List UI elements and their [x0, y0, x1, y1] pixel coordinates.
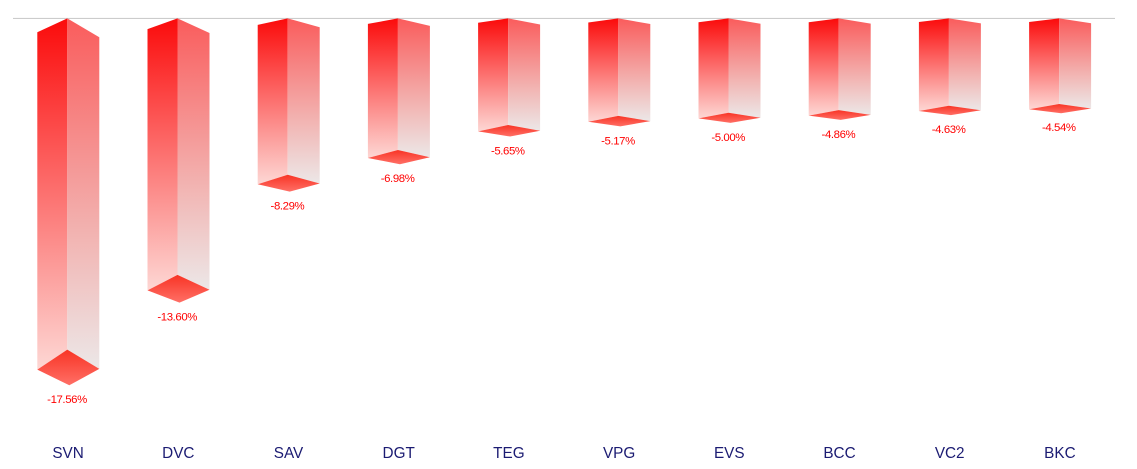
svg-text:TEG: TEG — [493, 445, 524, 462]
svg-text:-4.86%: -4.86% — [822, 129, 856, 141]
svg-text:SAV: SAV — [274, 445, 304, 462]
svg-text:BCC: BCC — [823, 445, 855, 462]
svg-text:VC2: VC2 — [935, 445, 965, 462]
svg-text:-6.98%: -6.98% — [381, 173, 415, 185]
svg-text:-4.54%: -4.54% — [1042, 122, 1076, 134]
svg-text:EVS: EVS — [714, 445, 745, 462]
svg-text:-8.29%: -8.29% — [271, 201, 305, 213]
svg-text:-5.17%: -5.17% — [601, 135, 635, 147]
svg-text:-4.63%: -4.63% — [932, 124, 966, 136]
svg-text:-13.60%: -13.60% — [157, 312, 197, 324]
svg-text:DVC: DVC — [162, 445, 194, 462]
svg-text:BKC: BKC — [1044, 445, 1075, 462]
svg-text:-17.56%: -17.56% — [47, 394, 87, 406]
svg-text:-5.65%: -5.65% — [491, 145, 525, 157]
svg-text:SVN: SVN — [52, 445, 83, 462]
svg-text:VPG: VPG — [603, 445, 635, 462]
svg-text:-5.00%: -5.00% — [711, 132, 745, 144]
svg-text:DGT: DGT — [383, 445, 415, 462]
